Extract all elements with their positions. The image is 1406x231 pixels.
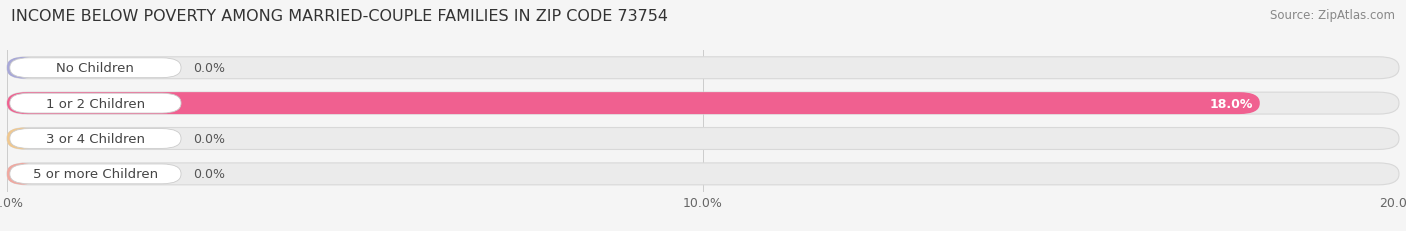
Text: 1 or 2 Children: 1 or 2 Children [46, 97, 145, 110]
Text: Source: ZipAtlas.com: Source: ZipAtlas.com [1270, 9, 1395, 22]
FancyBboxPatch shape [10, 164, 181, 184]
FancyBboxPatch shape [10, 59, 181, 78]
FancyBboxPatch shape [10, 94, 181, 113]
Text: 18.0%: 18.0% [1209, 97, 1253, 110]
Text: No Children: No Children [56, 62, 135, 75]
FancyBboxPatch shape [7, 93, 1260, 115]
FancyBboxPatch shape [7, 58, 38, 79]
FancyBboxPatch shape [7, 93, 1399, 115]
Text: 3 or 4 Children: 3 or 4 Children [46, 132, 145, 145]
Text: 0.0%: 0.0% [194, 132, 225, 145]
Text: INCOME BELOW POVERTY AMONG MARRIED-COUPLE FAMILIES IN ZIP CODE 73754: INCOME BELOW POVERTY AMONG MARRIED-COUPL… [11, 9, 668, 24]
FancyBboxPatch shape [10, 129, 181, 149]
Text: 0.0%: 0.0% [194, 62, 225, 75]
FancyBboxPatch shape [7, 128, 1399, 150]
FancyBboxPatch shape [7, 58, 1399, 79]
FancyBboxPatch shape [7, 163, 1399, 185]
FancyBboxPatch shape [7, 163, 38, 185]
Text: 5 or more Children: 5 or more Children [32, 168, 157, 181]
FancyBboxPatch shape [7, 128, 38, 150]
Text: 0.0%: 0.0% [194, 168, 225, 181]
